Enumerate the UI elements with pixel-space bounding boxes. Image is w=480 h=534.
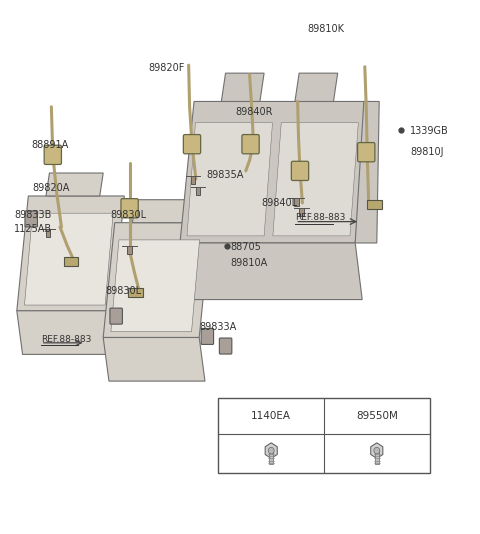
Text: 89810A: 89810A xyxy=(230,258,268,268)
Text: REF.88-883: REF.88-883 xyxy=(295,214,346,222)
Text: 1125AB: 1125AB xyxy=(14,224,52,233)
Bar xyxy=(367,200,382,209)
Polygon shape xyxy=(180,101,369,243)
Polygon shape xyxy=(180,243,362,300)
Bar xyxy=(128,288,143,297)
Text: 89830L: 89830L xyxy=(110,210,146,219)
Bar xyxy=(374,451,379,464)
Polygon shape xyxy=(132,200,190,223)
Circle shape xyxy=(268,447,274,454)
Text: 88891A: 88891A xyxy=(31,140,69,150)
FancyBboxPatch shape xyxy=(291,161,309,180)
Polygon shape xyxy=(187,123,273,236)
Text: 89810K: 89810K xyxy=(307,25,344,34)
Bar xyxy=(269,451,274,464)
Text: 89810J: 89810J xyxy=(410,147,444,157)
FancyBboxPatch shape xyxy=(110,308,122,324)
Polygon shape xyxy=(221,73,264,101)
Text: REF.88-883: REF.88-883 xyxy=(41,335,91,343)
Polygon shape xyxy=(17,196,124,311)
Text: 1339GB: 1339GB xyxy=(410,126,449,136)
Polygon shape xyxy=(355,101,379,243)
Polygon shape xyxy=(191,187,205,195)
Text: 89820F: 89820F xyxy=(149,64,185,73)
Polygon shape xyxy=(41,229,55,237)
Bar xyxy=(218,398,430,473)
Text: 89833B: 89833B xyxy=(14,210,52,219)
FancyBboxPatch shape xyxy=(242,135,259,154)
Text: 89840L: 89840L xyxy=(262,198,298,208)
Polygon shape xyxy=(17,311,119,355)
Polygon shape xyxy=(265,443,277,458)
Polygon shape xyxy=(111,240,200,332)
FancyBboxPatch shape xyxy=(201,328,214,344)
FancyBboxPatch shape xyxy=(121,199,138,218)
Text: 89550M: 89550M xyxy=(356,411,398,421)
Polygon shape xyxy=(273,123,359,236)
FancyBboxPatch shape xyxy=(25,211,37,227)
Text: 1140EA: 1140EA xyxy=(251,411,291,421)
Polygon shape xyxy=(186,176,200,184)
Polygon shape xyxy=(294,208,309,216)
Text: 89820A: 89820A xyxy=(33,183,70,193)
Circle shape xyxy=(374,447,380,454)
Polygon shape xyxy=(371,443,383,458)
Text: 89840R: 89840R xyxy=(235,107,273,117)
Bar xyxy=(64,257,78,266)
Polygon shape xyxy=(24,213,113,305)
FancyBboxPatch shape xyxy=(44,145,61,164)
Polygon shape xyxy=(103,337,205,381)
FancyBboxPatch shape xyxy=(358,143,375,162)
Text: 89833A: 89833A xyxy=(199,322,237,332)
FancyBboxPatch shape xyxy=(183,135,201,154)
FancyBboxPatch shape xyxy=(219,338,232,354)
Polygon shape xyxy=(46,173,103,196)
Text: 88705: 88705 xyxy=(230,242,261,252)
Text: 89830L: 89830L xyxy=(106,286,142,296)
Polygon shape xyxy=(295,73,337,101)
Polygon shape xyxy=(103,223,211,337)
Text: 89835A: 89835A xyxy=(206,170,244,180)
Polygon shape xyxy=(289,198,304,206)
Polygon shape xyxy=(122,246,137,254)
